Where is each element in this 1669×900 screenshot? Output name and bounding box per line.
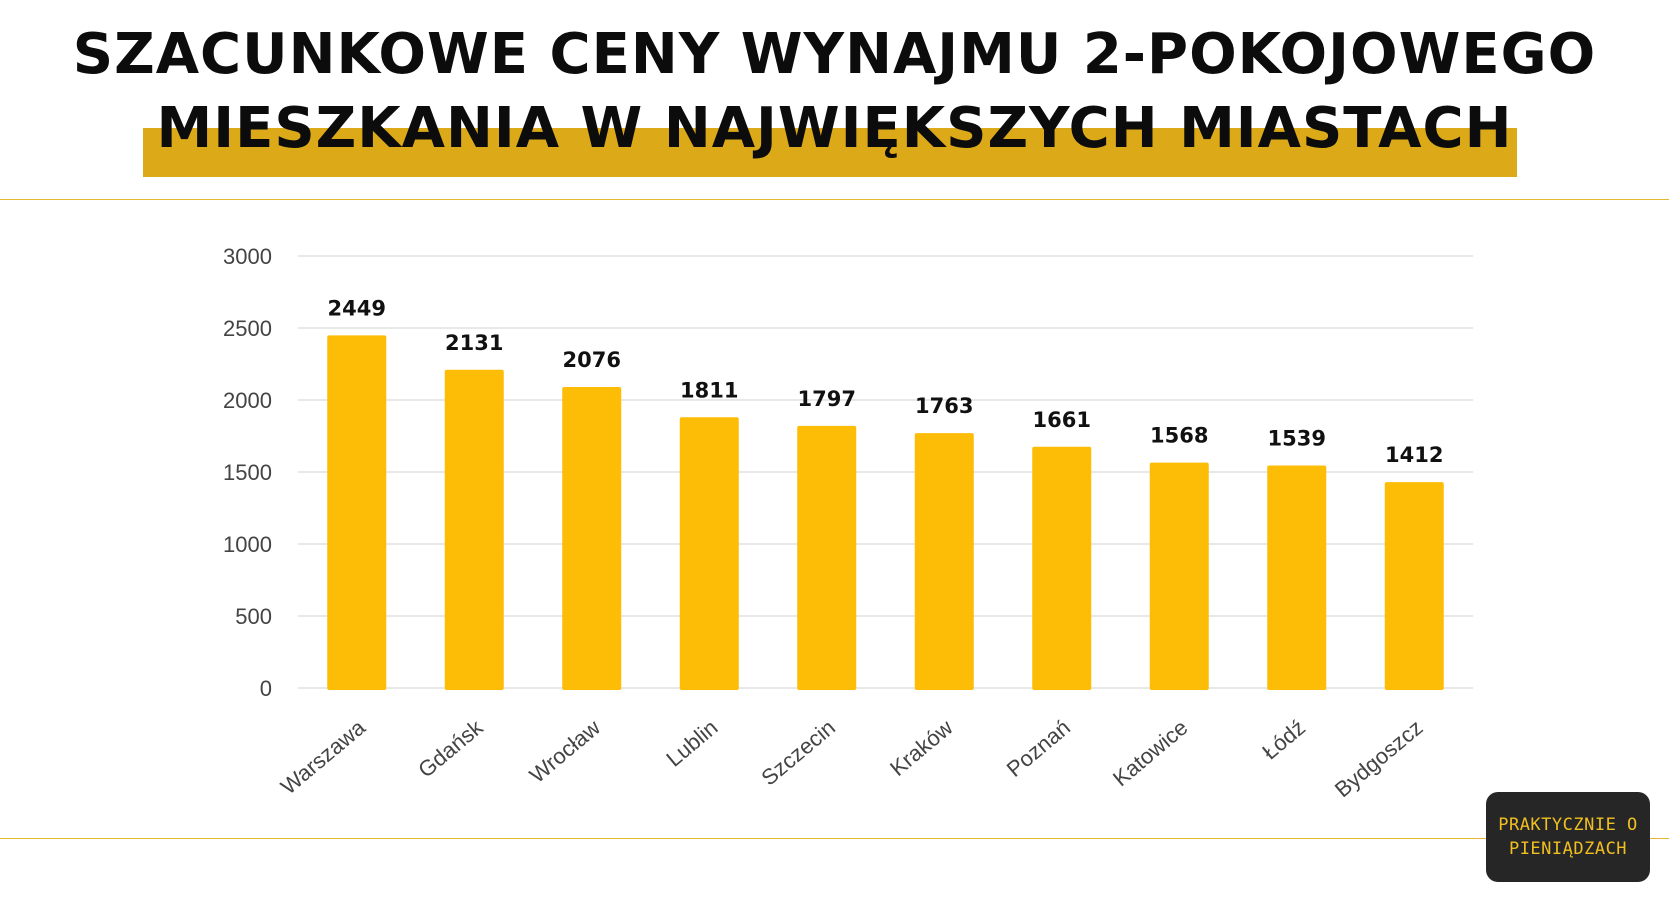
data-label-Łódź: 1539 <box>1268 427 1326 451</box>
brand-logo: PRAKTYCZNIE O PIENIĄDZACH <box>1486 792 1650 882</box>
data-label-Bydgoszcz: 1412 <box>1385 443 1443 467</box>
data-labels: 2449 2131 2076 1811 1797 1763 1661 1568 1539 1412 <box>328 296 1444 467</box>
logo-line-1: PRAKTYCZNIE O <box>1498 815 1638 835</box>
title-highlight-bar <box>143 128 1517 177</box>
logo-line-2: PIENIĄDZACH <box>1508 839 1628 859</box>
title-line-1: SZACUNKOWE CENY WYNAJMU 2-POKOJOWEGO <box>72 22 1597 87</box>
y-tick-label-2000: 2000 <box>223 388 272 413</box>
data-label-Wrocław: 2076 <box>563 348 621 372</box>
bar-Gdańsk <box>444 369 504 690</box>
category-label-Wrocław: Wrocław <box>525 715 605 788</box>
bar-Bydgoszcz <box>1384 482 1444 690</box>
top-divider <box>0 199 1669 200</box>
category-label-Szczecin: Szczecin <box>756 715 840 791</box>
bar-Wrocław <box>562 387 622 690</box>
bar-Lublin <box>679 417 739 690</box>
x-axis-categories: Warszawa Gdańsk Wrocław Lublin Szczecin Krakó… <box>276 714 1428 802</box>
y-tick-label-1500: 1500 <box>223 460 272 485</box>
title-block: SZACUNKOWE CENY WYNAJMU 2-POKOJOWEGO MIE… <box>0 0 1669 200</box>
bar-Poznań <box>1032 446 1092 690</box>
bottom-divider <box>0 838 1669 839</box>
data-label-Gdańsk: 2131 <box>445 331 503 355</box>
category-label-Bydgoszcz: Bydgoszcz <box>1330 715 1428 803</box>
bar-Szczecin <box>797 425 857 690</box>
bar-Katowice <box>1149 462 1209 690</box>
rent-price-bar-chart: 0 500 1000 1500 2000 2500 3000 2449 2131 2076 181… <box>223 244 1473 802</box>
category-label-Gdańsk: Gdańsk <box>413 714 488 783</box>
category-label-Warszawa: Warszawa <box>276 714 371 799</box>
category-label-Łódź: Łódź <box>1257 715 1310 765</box>
y-tick-label-2500: 2500 <box>223 316 272 341</box>
bars <box>327 335 1444 690</box>
data-label-Kraków: 1763 <box>915 394 973 418</box>
category-label-Kraków: Kraków <box>885 715 957 781</box>
data-label-Katowice: 1568 <box>1150 424 1208 448</box>
y-tick-label-3000: 3000 <box>223 244 272 269</box>
data-label-Szczecin: 1797 <box>798 387 856 411</box>
category-label-Poznań: Poznań <box>1002 715 1075 782</box>
category-label-Katowice: Katowice <box>1108 715 1192 792</box>
data-label-Warszawa: 2449 <box>328 296 386 320</box>
y-tick-label-1000: 1000 <box>223 532 272 557</box>
y-axis-ticks: 0 500 1000 1500 2000 2500 3000 <box>223 244 272 701</box>
category-label-Lublin: Lublin <box>661 715 722 772</box>
data-label-Poznań: 1661 <box>1033 408 1091 432</box>
data-label-Lublin: 1811 <box>680 378 738 402</box>
y-tick-label-0: 0 <box>260 676 272 701</box>
bar-Łódź <box>1267 465 1327 690</box>
bar-Kraków <box>914 433 974 690</box>
bar-Warszawa <box>327 335 387 690</box>
y-tick-label-500: 500 <box>235 604 272 629</box>
title-line-2: MIESZKANIA W NAJWIĘKSZYCH MIASTACH <box>156 96 1513 161</box>
